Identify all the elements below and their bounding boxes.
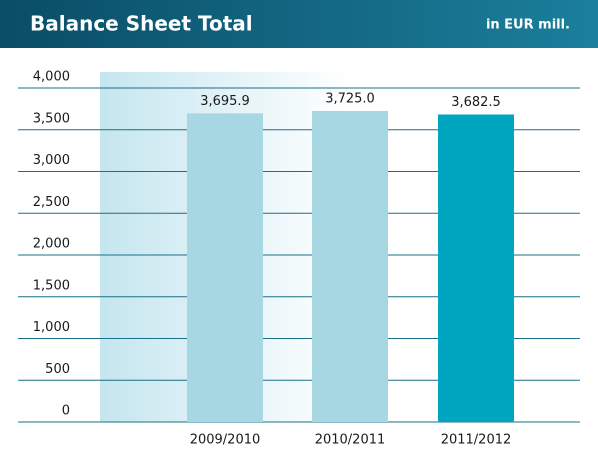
bar <box>187 113 263 423</box>
chart-title: Balance Sheet Total <box>30 12 253 36</box>
x-tick-label: 2011/2012 <box>441 433 512 448</box>
value-label: 3,695.9 <box>200 94 250 109</box>
value-label: 3,682.5 <box>451 95 501 110</box>
bar <box>438 114 514 422</box>
y-tick-label: 500 <box>45 362 70 377</box>
value-label: 3,725.0 <box>325 91 375 106</box>
y-tick-label: 2,000 <box>33 237 70 252</box>
y-tick-label: 1,000 <box>33 320 70 335</box>
y-tick-label: 0 <box>62 404 70 419</box>
y-tick-label: 3,500 <box>33 111 70 126</box>
x-tick-label: 2009/2010 <box>190 433 261 448</box>
header-bar <box>0 0 598 48</box>
y-tick-label: 3,000 <box>33 153 70 168</box>
chart-subtitle: in EUR mill. <box>486 18 570 33</box>
x-tick-label: 2010/2011 <box>315 433 386 448</box>
y-tick-label: 2,500 <box>33 195 70 210</box>
y-tick-label: 4,000 <box>33 70 70 85</box>
y-tick-label: 1,500 <box>33 278 70 293</box>
bar <box>312 110 388 423</box>
